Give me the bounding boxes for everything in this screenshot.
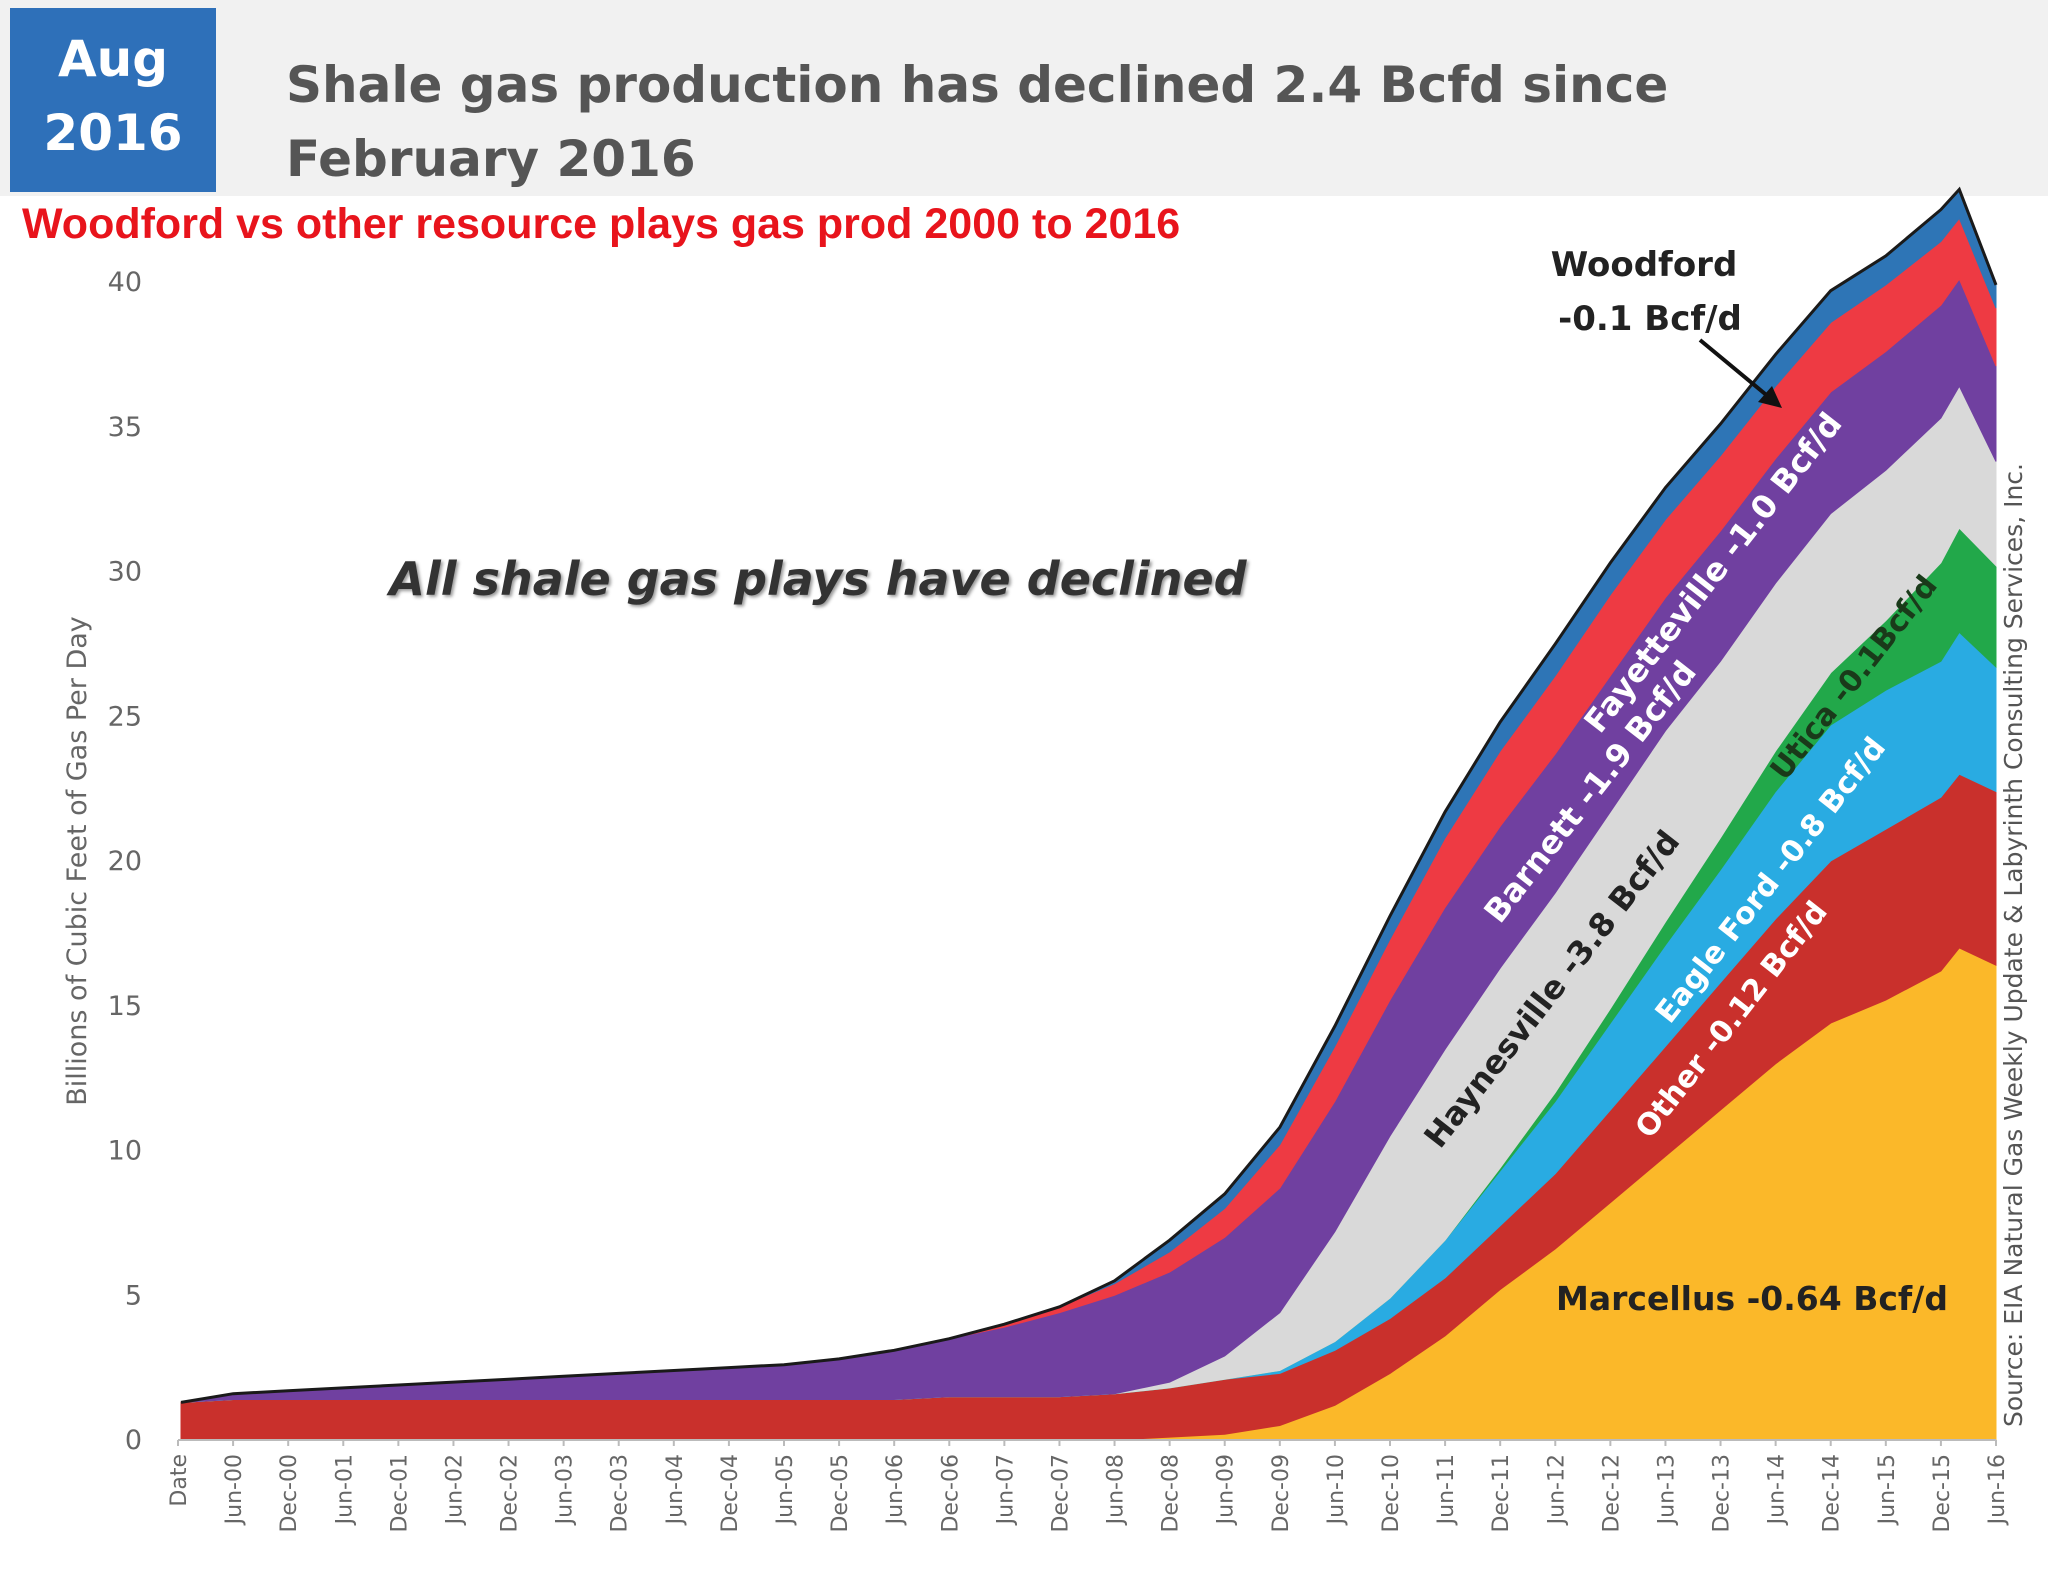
- x-tick-label: Dec-09: [1269, 1454, 1294, 1533]
- date-badge: Aug 2016: [10, 8, 216, 192]
- y-tick-label: 15: [108, 991, 142, 1022]
- y-tick-label: 20: [108, 846, 142, 877]
- x-tick-label: Jun-13: [1654, 1454, 1679, 1526]
- x-tick-label: Dec-15: [1930, 1454, 1955, 1533]
- y-tick-label: 35: [108, 412, 142, 443]
- chart-subtitle: Woodford vs other resource plays gas pro…: [22, 200, 1181, 248]
- x-tick-label: Jun-03: [553, 1454, 578, 1526]
- x-tick-label: Jun-11: [1434, 1454, 1459, 1526]
- y-tick-label: 30: [108, 557, 142, 588]
- x-tick-label: Jun-04: [663, 1454, 688, 1526]
- x-tick-label: Jun-07: [993, 1454, 1018, 1526]
- x-tick-label: Jun-00: [222, 1454, 247, 1526]
- x-tick-label: Jun-16: [1985, 1454, 2010, 1526]
- x-tick-label: Dec-12: [1599, 1454, 1624, 1533]
- area-series-group: [180, 186, 1998, 1441]
- date-month: Aug: [57, 30, 169, 88]
- x-tick-label: Dec-01: [387, 1454, 412, 1533]
- x-tick-label: Jun-10: [1324, 1454, 1349, 1526]
- annotation-woodford-name: Woodford: [1551, 245, 1738, 285]
- y-tick-label: 5: [125, 1280, 142, 1311]
- annotation-woodford-value: -0.1 Bcf/d: [1558, 299, 1742, 339]
- total-outline: [180, 186, 1998, 1404]
- x-tick-label: Dec-03: [608, 1454, 633, 1533]
- x-axis-label: Date: [167, 1454, 192, 1507]
- x-tick-label: Dec-08: [1159, 1454, 1184, 1533]
- x-tick-label: Jun-08: [1104, 1454, 1129, 1526]
- x-tick-label: Dec-05: [828, 1454, 853, 1533]
- page-title: Shale gas production has declined 2.4 Bc…: [286, 56, 1669, 188]
- x-tick-label: Dec-06: [938, 1454, 963, 1533]
- y-tick-label: 10: [108, 1136, 142, 1167]
- x-tick-label: Jun-15: [1875, 1454, 1900, 1526]
- annotation-marcellus: Marcellus -0.64 Bcf/d: [1556, 1279, 1948, 1318]
- header-banner: [0, 0, 2048, 196]
- x-tick-label: Dec-02: [498, 1454, 523, 1533]
- y-tick-label: 0: [125, 1425, 142, 1456]
- x-tick-label: Dec-10: [1379, 1454, 1404, 1533]
- x-tick-label: Jun-06: [883, 1454, 908, 1526]
- x-tick-label: Jun-14: [1765, 1454, 1790, 1526]
- date-year: 2016: [43, 104, 183, 162]
- woodford-arrow-line: [1698, 338, 1772, 400]
- x-tick-label: Jun-01: [332, 1454, 357, 1526]
- x-tick-label: Dec-13: [1710, 1454, 1735, 1533]
- x-tick-label: Jun-02: [442, 1454, 467, 1526]
- y-axis-label: Billions of Cubic Feet of Gas Per Day: [62, 616, 93, 1106]
- axes-group: 0 5 10 15 20 25 30 35 40 Date Jun-00 Dec-00 Jun-01 De…: [108, 267, 2010, 1533]
- x-tick-label: Dec-14: [1820, 1454, 1845, 1533]
- x-tick-label: Dec-11: [1489, 1454, 1514, 1533]
- x-tick-label: Jun-12: [1544, 1454, 1569, 1526]
- source-note: Source: EIA Natural Gas Weekly Update & …: [1999, 463, 2028, 1427]
- x-tick-label: Dec-00: [277, 1454, 302, 1533]
- y-tick-label: 25: [108, 701, 142, 732]
- woodford-arrow-head: [1758, 386, 1782, 408]
- annotation-main: All shale gas plays have declined: [386, 552, 1247, 606]
- x-tick-label: Dec-04: [718, 1454, 743, 1533]
- x-tick-label: Jun-05: [773, 1454, 798, 1526]
- x-tick-label: Dec-07: [1048, 1454, 1073, 1533]
- y-tick-label: 40: [108, 267, 142, 298]
- x-tick-label: Jun-09: [1214, 1454, 1239, 1526]
